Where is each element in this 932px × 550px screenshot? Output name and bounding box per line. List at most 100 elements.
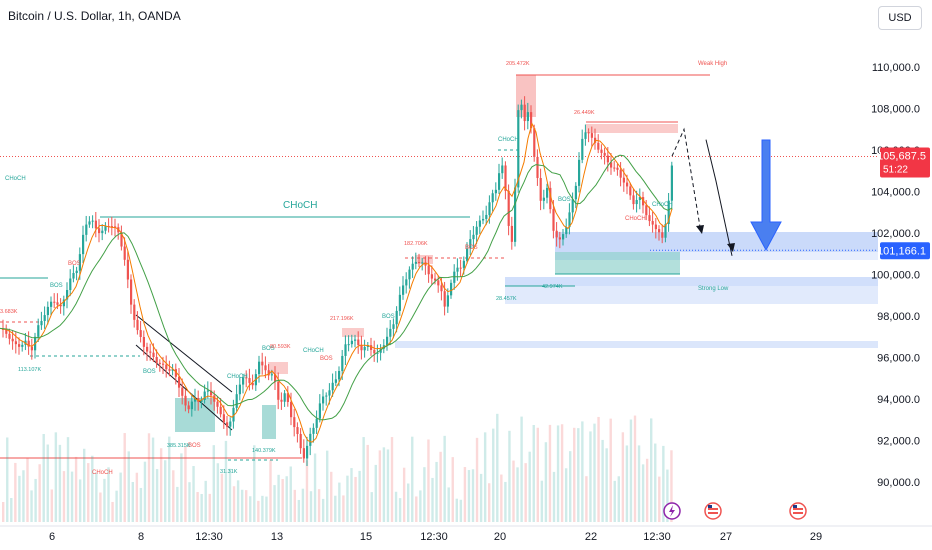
candle-body [485, 214, 488, 219]
y-tick-label: 102,000.0 [871, 228, 920, 240]
candle-body [443, 291, 446, 307]
volume-bar [402, 467, 406, 522]
x-tick-label: 12:30 [195, 531, 223, 543]
candle-body [360, 345, 363, 351]
volume-bar [633, 415, 637, 522]
choch-label: CHoCH [652, 202, 673, 208]
candle-body [229, 421, 232, 427]
volume-bar [471, 469, 475, 522]
candle-body [139, 330, 142, 337]
strong-low-label: Strong Low [698, 286, 729, 292]
candle-body [190, 401, 193, 410]
candle-body [363, 346, 366, 351]
candle-body [536, 156, 539, 179]
volume-bar [135, 472, 139, 522]
volume-label: 26.449K [574, 110, 595, 116]
us-flag-event-icon [704, 502, 722, 520]
candle-body [658, 229, 661, 233]
candle-body [642, 197, 645, 206]
candle-body [526, 112, 529, 122]
volume-bar [520, 416, 523, 522]
volume-bar [196, 492, 199, 522]
volume-bar [455, 498, 458, 522]
volume-bar [645, 458, 649, 522]
candle-body [635, 199, 638, 205]
candle-body [8, 333, 11, 339]
y-tick-label: 100,000.0 [871, 270, 920, 282]
volume-label: 31.31K [220, 469, 238, 475]
candle-body [18, 344, 21, 347]
candle-body [482, 218, 485, 221]
candle-body [594, 137, 597, 143]
volume-label: 182.706K [404, 241, 428, 247]
volume-bar [512, 460, 515, 522]
volume-bar [552, 471, 556, 522]
volume-bar [281, 479, 284, 522]
bos-label: BOS [188, 443, 201, 449]
ma-slow-line [0, 154, 673, 421]
x-tick-label: 22 [585, 531, 597, 543]
volume-bar [585, 476, 588, 522]
candle-body [222, 414, 225, 423]
volume-bar [87, 463, 90, 522]
candle-body [216, 401, 219, 407]
volume-bar [321, 498, 325, 522]
candle-body [290, 401, 293, 418]
volume-bar [176, 486, 179, 522]
candle-body [104, 226, 107, 231]
volume-bar [581, 421, 584, 522]
volume-bar [83, 448, 86, 522]
volume-bar [366, 444, 369, 522]
candle-body [478, 220, 481, 227]
volume-bar [257, 500, 260, 522]
candle-body [667, 200, 670, 225]
y-tick-label: 90,000.0 [877, 477, 920, 489]
y-tick-label: 98,000.0 [877, 311, 920, 323]
candle-body [427, 265, 430, 275]
volume-bar [411, 436, 414, 522]
volume-bar [261, 495, 264, 522]
volume-label: 28.457K [496, 296, 517, 302]
candle-body [155, 356, 158, 363]
volume-label: 42.974K [542, 284, 563, 290]
chart-title: Bitcoin / U.S. Dollar, 1h, OANDA [8, 9, 181, 23]
candle-body [274, 374, 277, 382]
candle-body [510, 225, 513, 242]
flag-canton [708, 505, 712, 508]
current-price-label: 105,687.5 [877, 150, 926, 162]
volume-label: 205.472K [506, 61, 530, 67]
volume-bar [569, 451, 572, 522]
countdown-label: 51:22 [883, 164, 908, 175]
candle-body [440, 285, 443, 292]
candle-body [126, 259, 129, 280]
volume-bar [147, 433, 151, 522]
candle-body [277, 381, 280, 400]
candle-body [312, 427, 315, 434]
candle-body [293, 417, 296, 428]
candle-body [418, 261, 421, 263]
candle-body [123, 246, 126, 260]
volume-bar [34, 478, 37, 522]
volume-bar [26, 458, 29, 522]
currency-button[interactable]: USD [878, 6, 922, 30]
us-flag-event-icon [789, 502, 807, 520]
volume-bar [625, 445, 629, 522]
candle-body [597, 142, 600, 150]
volume-bar [18, 475, 21, 522]
volume-bar [431, 477, 434, 522]
candle-body [69, 278, 72, 291]
target-price-badge [880, 242, 930, 260]
candle-body [133, 304, 136, 320]
volume-bar [609, 418, 612, 522]
candle-body [523, 104, 526, 122]
volume-bar [342, 495, 345, 522]
bos-label: BOS [465, 245, 478, 251]
candle-body [88, 221, 91, 225]
volume-bar [654, 443, 657, 522]
candle-body [389, 328, 392, 337]
candle-body [632, 195, 635, 205]
candle-body [411, 263, 414, 270]
candle-body [110, 226, 113, 228]
candle-body [174, 369, 177, 377]
